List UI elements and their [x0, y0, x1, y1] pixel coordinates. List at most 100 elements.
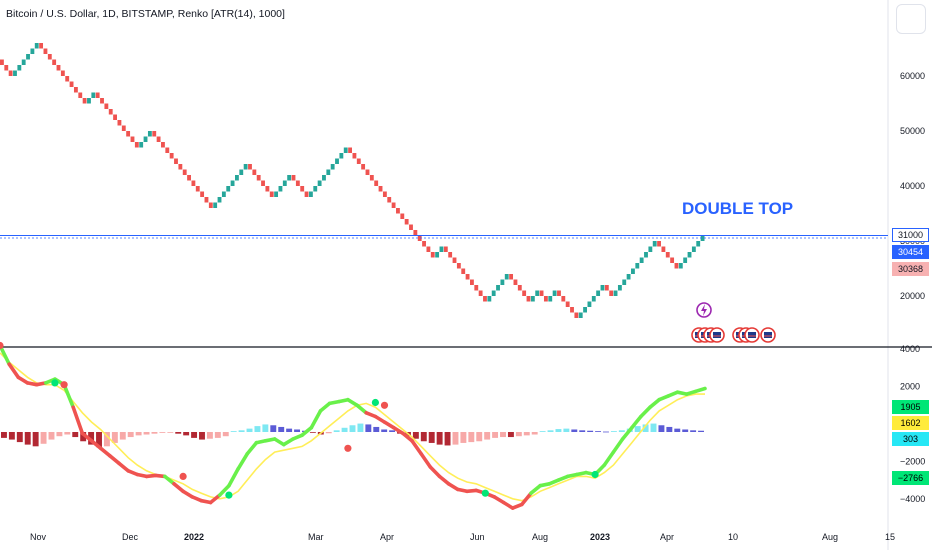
- fast-line-segment: [355, 403, 369, 415]
- renko-brick: [609, 290, 614, 296]
- fast-line-segment: [80, 431, 94, 443]
- histogram-bar: [484, 432, 491, 440]
- histogram-bar: [579, 430, 586, 432]
- renko-brick: [565, 301, 570, 307]
- renko-brick: [604, 285, 609, 291]
- fast-line-segment: [529, 483, 543, 496]
- renko-brick: [308, 191, 313, 197]
- renko-brick: [261, 180, 265, 186]
- fast-line-segment: [410, 438, 424, 456]
- histogram-bar: [127, 432, 134, 438]
- renko-brick: [661, 246, 666, 252]
- renko-brick: [30, 48, 35, 54]
- renko-brick: [217, 197, 222, 203]
- renko-brick: [613, 290, 618, 296]
- renko-brick: [591, 296, 596, 302]
- renko-brick: [352, 153, 357, 159]
- renko-brick: [552, 290, 557, 296]
- fast-line-segment: [639, 405, 652, 419]
- renko-brick: [452, 257, 457, 263]
- renko-brick: [39, 43, 44, 49]
- histogram-bar: [515, 432, 522, 437]
- osc-label-signal: −2766: [892, 471, 929, 485]
- histogram-bar: [389, 430, 396, 432]
- renko-brick: [583, 307, 587, 313]
- histogram-bar: [381, 429, 388, 432]
- renko-brick: [365, 169, 370, 175]
- price-tick-label: 50000: [900, 126, 925, 136]
- histogram-bar: [294, 429, 301, 432]
- renko-brick: [478, 290, 483, 296]
- fast-line-segment: [89, 438, 103, 451]
- chart-title: Bitcoin / U.S. Dollar, 1D, BITSTAMP, Ren…: [6, 8, 285, 20]
- histogram-bar: [325, 432, 332, 434]
- renko-brick: [470, 279, 474, 285]
- oscillator-pane[interactable]: [0, 341, 707, 510]
- histogram-bar: [214, 432, 221, 438]
- histogram-bar: [539, 431, 546, 432]
- fast-line-segment: [300, 425, 314, 438]
- histogram-bar: [555, 429, 562, 432]
- fast-line-segment: [428, 465, 442, 479]
- histogram-bar: [159, 432, 166, 433]
- renko-brick: [235, 175, 239, 181]
- cross-marker: [591, 470, 599, 479]
- histogram-bar: [603, 431, 609, 433]
- renko-brick: [104, 103, 109, 109]
- renko-brick: [287, 175, 292, 181]
- us-flag-icon: [764, 332, 772, 338]
- renko-brick: [339, 153, 344, 159]
- renko-brick: [513, 279, 518, 285]
- histogram-bar: [246, 428, 253, 432]
- renko-brick: [78, 92, 83, 98]
- renko-brick: [117, 120, 122, 126]
- histogram-bar: [103, 432, 110, 447]
- renko-brick: [13, 70, 17, 76]
- renko-brick: [356, 158, 361, 164]
- renko-brick: [47, 54, 52, 60]
- histogram-bar: [40, 432, 47, 444]
- fullscreen-button[interactable]: [896, 4, 926, 34]
- histogram-bar: [500, 432, 506, 438]
- osc-tick-label: 4000: [900, 344, 920, 354]
- osc-label-slow: 1602: [892, 416, 929, 430]
- histogram-bar: [56, 432, 63, 437]
- renko-brick: [522, 290, 527, 296]
- fast-line-segment: [71, 405, 85, 436]
- fast-line-segment: [117, 461, 130, 473]
- time-tick-label: Jun: [470, 532, 485, 542]
- histogram-bar: [175, 432, 182, 434]
- fast-line-segment: [208, 493, 222, 505]
- renko-brick: [317, 180, 322, 186]
- renko-brick: [622, 279, 627, 285]
- renko-brick: [156, 136, 161, 142]
- us-flag-icon: [713, 332, 721, 338]
- histogram-bar: [238, 430, 245, 432]
- renko-brick: [570, 307, 574, 313]
- renko-brick: [465, 274, 470, 280]
- renko-brick: [174, 158, 178, 164]
- renko-brick: [256, 175, 261, 181]
- histogram-bar: [191, 432, 198, 438]
- fast-line-segment: [108, 453, 121, 466]
- histogram-bar: [143, 432, 150, 435]
- renko-brick: [322, 175, 326, 181]
- renko-brick: [291, 175, 296, 181]
- renko-brick: [73, 87, 78, 93]
- renko-brick: [60, 70, 65, 76]
- histogram-bar: [507, 432, 514, 438]
- renko-price-pane[interactable]: DOUBLE TOP: [0, 43, 888, 343]
- histogram-bar: [444, 432, 451, 446]
- histogram-bar: [1, 432, 7, 438]
- histogram-bar: [460, 432, 467, 443]
- axes: 200003000040000500006000040002000−2000−4…: [30, 71, 925, 542]
- renko-brick: [665, 252, 670, 258]
- renko-brick: [161, 142, 165, 148]
- fast-line-segment: [245, 440, 259, 456]
- fast-line-segment: [391, 425, 405, 436]
- histogram-bar: [682, 429, 689, 432]
- histogram-bar: [80, 432, 87, 442]
- renko-brick: [526, 296, 531, 302]
- renko-brick: [687, 252, 692, 258]
